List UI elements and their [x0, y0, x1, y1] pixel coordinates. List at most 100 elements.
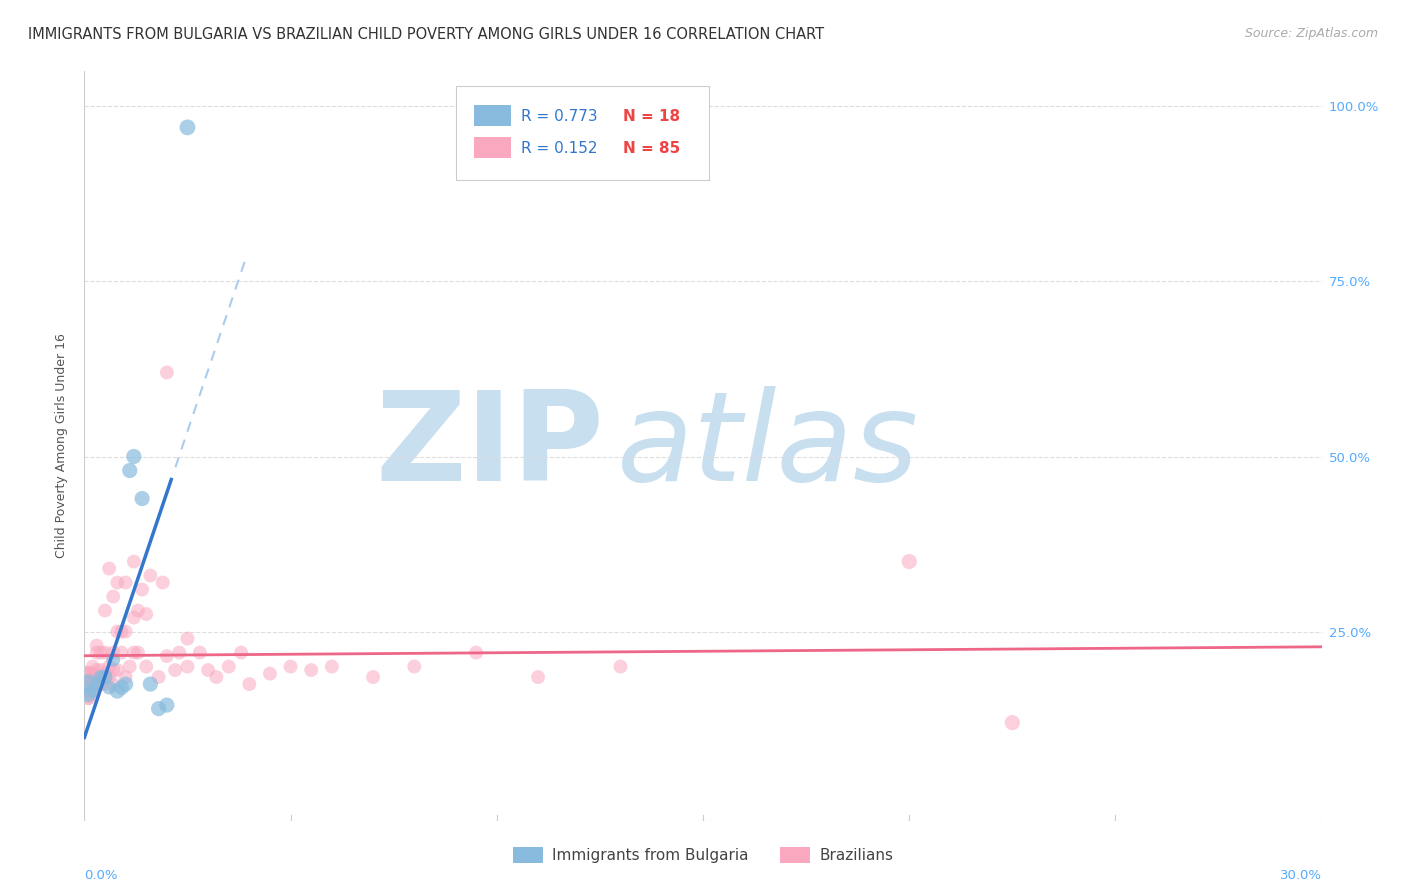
Point	[148, 670, 170, 684]
Text: Source: ZipAtlas.com: Source: ZipAtlas.com	[1244, 27, 1378, 40]
Point	[176, 659, 198, 673]
Point	[465, 646, 488, 660]
Point	[105, 575, 128, 590]
Y-axis label: Child Poverty Among Girls Under 16: Child Poverty Among Girls Under 16	[55, 334, 69, 558]
Point	[299, 663, 322, 677]
Point	[898, 555, 921, 569]
Point	[98, 659, 121, 673]
Point	[127, 603, 149, 617]
Point	[280, 659, 302, 673]
Point	[205, 670, 228, 684]
Point	[609, 659, 631, 673]
Point	[77, 691, 100, 706]
Point	[94, 677, 117, 691]
Point	[152, 575, 174, 590]
Point	[82, 677, 104, 691]
Point	[122, 450, 145, 464]
Point	[259, 666, 281, 681]
Point	[86, 677, 108, 691]
Point	[90, 677, 112, 691]
Point	[188, 646, 211, 660]
Point	[77, 691, 100, 706]
Point	[94, 603, 117, 617]
Point	[165, 663, 187, 677]
Point	[321, 659, 343, 673]
Point	[103, 663, 125, 677]
Point	[110, 646, 132, 660]
FancyBboxPatch shape	[474, 137, 512, 158]
Point	[238, 677, 260, 691]
Point	[176, 632, 198, 646]
Text: R = 0.773: R = 0.773	[522, 109, 598, 124]
Point	[82, 659, 104, 673]
Point	[90, 663, 112, 677]
Point	[114, 624, 136, 639]
Point	[77, 677, 100, 691]
Text: atlas: atlas	[616, 385, 918, 507]
Point	[139, 677, 162, 691]
Point	[82, 666, 104, 681]
Point	[156, 649, 179, 664]
Point	[82, 677, 104, 691]
Point	[105, 663, 128, 677]
Point	[86, 639, 108, 653]
Point	[118, 463, 141, 477]
Point	[135, 607, 157, 621]
Point	[86, 673, 108, 688]
Point	[131, 582, 153, 597]
Text: ZIP: ZIP	[375, 385, 605, 507]
Point	[82, 684, 104, 698]
Point	[103, 677, 125, 691]
Point	[98, 681, 121, 695]
Point	[110, 681, 132, 695]
Point	[77, 681, 100, 695]
Point	[156, 366, 179, 380]
Point	[77, 688, 100, 702]
Text: N = 85: N = 85	[623, 141, 681, 156]
Point	[77, 666, 100, 681]
Point	[122, 555, 145, 569]
Point	[94, 646, 117, 660]
Point	[110, 624, 132, 639]
Point	[404, 659, 426, 673]
Point	[77, 688, 100, 702]
Point	[127, 646, 149, 660]
Point	[94, 670, 117, 684]
Point	[122, 646, 145, 660]
Point	[82, 684, 104, 698]
Point	[86, 646, 108, 660]
Point	[176, 120, 198, 135]
Point	[86, 670, 108, 684]
Legend: Immigrants from Bulgaria, Brazilians: Immigrants from Bulgaria, Brazilians	[506, 841, 900, 869]
Point	[114, 670, 136, 684]
Point	[98, 561, 121, 575]
Point	[167, 646, 190, 660]
Point	[103, 590, 125, 604]
Point	[118, 659, 141, 673]
Point	[197, 663, 219, 677]
Point	[156, 698, 179, 712]
Point	[94, 666, 117, 681]
Point	[77, 677, 100, 691]
Text: IMMIGRANTS FROM BULGARIA VS BRAZILIAN CHILD POVERTY AMONG GIRLS UNDER 16 CORRELA: IMMIGRANTS FROM BULGARIA VS BRAZILIAN CH…	[28, 27, 824, 42]
Point	[94, 670, 117, 684]
Point	[90, 670, 112, 684]
Point	[90, 673, 112, 688]
FancyBboxPatch shape	[456, 87, 709, 180]
Point	[82, 684, 104, 698]
Point	[77, 677, 100, 691]
Text: 30.0%: 30.0%	[1279, 870, 1322, 882]
Point	[105, 624, 128, 639]
Point	[122, 610, 145, 624]
Point	[105, 684, 128, 698]
Point	[86, 677, 108, 691]
Point	[75, 670, 97, 684]
Point	[98, 670, 121, 684]
Point	[103, 646, 125, 660]
Point	[77, 681, 100, 695]
Point	[135, 659, 157, 673]
Point	[77, 684, 100, 698]
Point	[90, 670, 112, 684]
Point	[82, 670, 104, 684]
Point	[114, 575, 136, 590]
